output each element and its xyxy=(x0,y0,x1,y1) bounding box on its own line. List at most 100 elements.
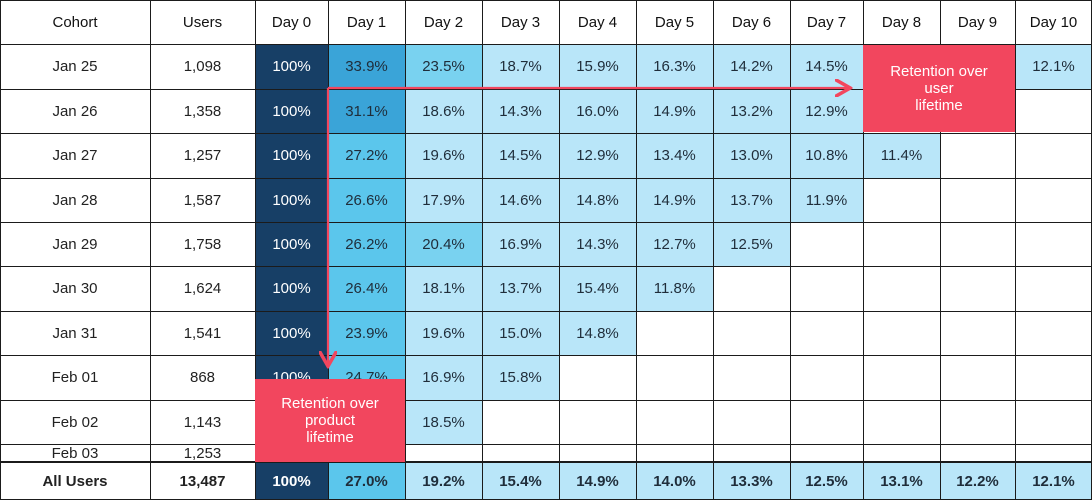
retention-cell: 12.9% xyxy=(559,133,636,178)
cohort-label: Jan 30 xyxy=(52,280,98,297)
column-header: Day 0 xyxy=(271,13,312,31)
cohort-users: 1,541 xyxy=(183,324,222,342)
retention-cell: 100% xyxy=(255,311,328,355)
column-divider xyxy=(559,0,560,500)
total-retention-cell: 13.3% xyxy=(713,462,790,500)
retention-cell: 18.7% xyxy=(482,44,559,89)
retention-cell: 14.2% xyxy=(713,44,790,89)
row-divider xyxy=(0,222,1092,223)
retention-cell: 100% xyxy=(255,266,328,311)
retention-cell: 14.5% xyxy=(790,44,863,89)
column-header: Day 10 xyxy=(1029,13,1078,31)
column-header: Day 3 xyxy=(500,13,541,31)
callout-line: lifetime xyxy=(915,97,963,114)
row-divider xyxy=(0,444,1092,445)
cohort-label: Jan 29 xyxy=(52,235,98,253)
column-divider xyxy=(863,0,864,500)
retention-cell: 26.4% xyxy=(328,266,405,311)
column-divider xyxy=(255,0,256,500)
cohort-users: 1,098 xyxy=(183,58,222,75)
retention-cell: 100% xyxy=(255,178,328,222)
retention-cell: 15.9% xyxy=(559,44,636,89)
total-retention-cell: 13.1% xyxy=(863,462,940,500)
retention-cell: 26.2% xyxy=(328,222,405,266)
column-divider xyxy=(482,0,483,500)
retention-cell: 13.4% xyxy=(636,133,713,178)
column-divider xyxy=(790,0,791,500)
total-retention-cell: 14.9% xyxy=(559,462,636,500)
retention-cell: 18.1% xyxy=(405,266,482,311)
column-divider xyxy=(940,0,941,500)
callout-line: Retention over xyxy=(890,63,988,80)
cohort-label: Jan 31 xyxy=(52,324,98,342)
retention-cell: 14.6% xyxy=(482,178,559,222)
total-retention-cell: 12.2% xyxy=(940,462,1015,500)
row-divider xyxy=(0,133,1092,134)
column-divider xyxy=(0,0,1,500)
column-divider xyxy=(405,0,406,500)
retention-cell: 11.9% xyxy=(790,178,863,222)
callout-user-lifetime-text: Retention over user lifetime xyxy=(890,63,988,114)
retention-cell: 15.0% xyxy=(482,311,559,355)
cohort-label: Jan 26 xyxy=(52,102,98,120)
column-header: Day 1 xyxy=(346,13,387,31)
retention-cell: 100% xyxy=(255,44,328,89)
column-divider xyxy=(1015,0,1016,500)
retention-cell: 16.9% xyxy=(405,355,482,400)
retention-cell: 18.6% xyxy=(405,89,482,133)
retention-cell: 26.6% xyxy=(328,178,405,222)
column-header: Day 4 xyxy=(577,13,618,31)
retention-cell: 33.9% xyxy=(328,44,405,89)
retention-cell: 16.9% xyxy=(482,222,559,266)
cohort-users: 1,358 xyxy=(183,102,222,120)
column-header: Day 6 xyxy=(731,13,772,31)
retention-cell: 14.5% xyxy=(482,133,559,178)
callout-user-lifetime: Retention over user lifetime xyxy=(863,45,1015,132)
column-divider xyxy=(150,0,151,500)
retention-cell: 18.5% xyxy=(405,400,482,444)
retention-cell: 17.9% xyxy=(405,178,482,222)
retention-cell: 16.0% xyxy=(559,89,636,133)
total-divider xyxy=(0,461,1092,463)
row-divider xyxy=(0,178,1092,179)
total-retention-cell: 27.0% xyxy=(328,462,405,500)
retention-cell: 19.6% xyxy=(405,133,482,178)
row-divider xyxy=(0,311,1092,312)
retention-cell: 15.8% xyxy=(482,355,559,400)
total-retention-cell: 19.2% xyxy=(405,462,482,500)
column-header: Day 2 xyxy=(423,13,464,31)
total-retention-cell: 12.1% xyxy=(1015,462,1092,500)
retention-cell: 23.9% xyxy=(328,311,405,355)
retention-cell: 27.2% xyxy=(328,133,405,178)
total-retention-cell: 15.4% xyxy=(482,462,559,500)
column-header: Day 8 xyxy=(881,13,922,31)
cohort-users: 1,143 xyxy=(183,413,222,431)
callout-product-lifetime-text: Retention over product lifetime xyxy=(281,395,379,446)
row-divider xyxy=(0,0,1092,1)
total-label: All Users xyxy=(42,472,108,490)
row-divider xyxy=(0,355,1092,356)
retention-cell: 23.5% xyxy=(405,44,482,89)
retention-cell: 13.2% xyxy=(713,89,790,133)
cohort-users: 1,758 xyxy=(183,235,222,253)
row-divider xyxy=(0,400,1092,401)
retention-cell: 13.7% xyxy=(713,178,790,222)
retention-cell: 11.4% xyxy=(863,133,940,178)
column-divider xyxy=(713,0,714,500)
column-header: Day 5 xyxy=(654,13,695,31)
column-header: Day 7 xyxy=(806,13,847,31)
cohort-label: Feb 02 xyxy=(51,413,99,431)
retention-cell: 14.3% xyxy=(482,89,559,133)
cohort-users: 1,257 xyxy=(183,147,222,164)
retention-cell: 13.7% xyxy=(482,266,559,311)
cohort-label: Jan 25 xyxy=(52,58,98,75)
row-divider xyxy=(0,44,1092,45)
callout-line: user xyxy=(924,80,954,97)
callout-line: Retention over xyxy=(281,395,379,412)
total-retention-cell: 100% xyxy=(255,462,328,500)
column-header: Day 9 xyxy=(957,13,998,31)
retention-cell: 16.3% xyxy=(636,44,713,89)
cohort-label: Feb 03 xyxy=(51,444,99,462)
callout-line: product xyxy=(304,412,356,429)
